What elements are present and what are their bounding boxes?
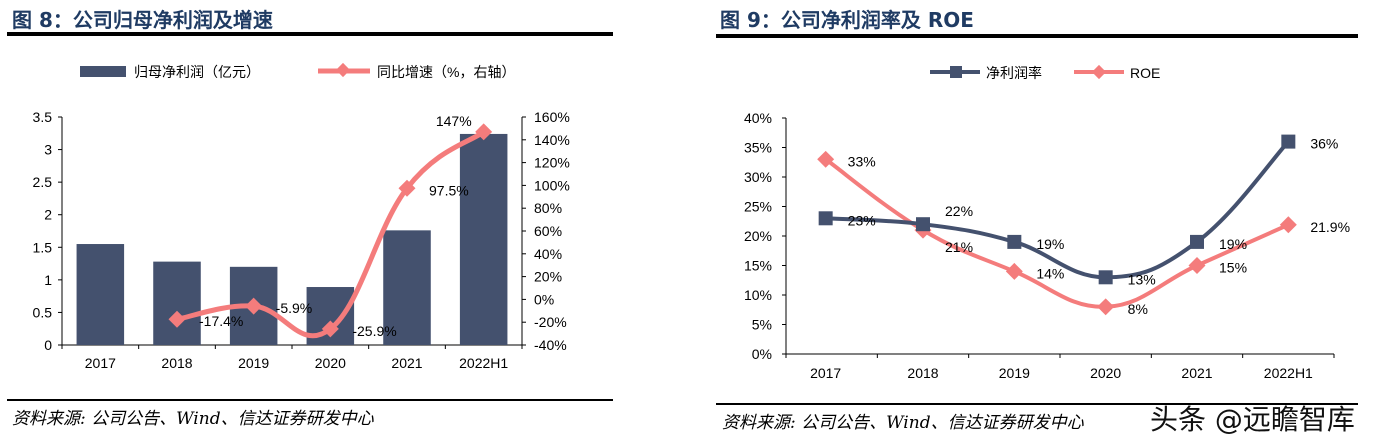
roe-marker-2022H1: [1279, 216, 1297, 234]
roe-marker-2021: [1188, 257, 1206, 274]
x-tick-label: 2018: [907, 365, 938, 381]
net-margin-marker-2017: [818, 211, 833, 226]
growth-data-label: 147%: [436, 113, 472, 129]
x-tick-label: 2019: [999, 365, 1030, 381]
bar-2021: [383, 230, 431, 345]
bar-2017: [76, 244, 125, 345]
growth-line: [176, 129, 486, 339]
legend-bar-swatch: [80, 66, 126, 77]
growth-marker-2018: [168, 310, 186, 328]
title-rule-left: [7, 32, 613, 36]
net-margin-data-label: 23%: [848, 212, 876, 228]
y-tick-label: 20%: [744, 228, 772, 244]
net-margin-data-label: 13%: [1128, 271, 1156, 287]
net-margin-data-label: 22%: [945, 203, 973, 219]
roe-marker-2020: [1097, 298, 1115, 316]
roe-data-label: 33%: [848, 153, 876, 169]
y-tick-label: 25%: [744, 199, 772, 215]
roe-data-label: 21%: [945, 239, 973, 255]
right-tick-label: 120%: [534, 155, 570, 171]
x-tick-label: 2018: [161, 355, 192, 371]
left-tick-label: 2: [44, 207, 52, 223]
right-tick-label: 100%: [534, 177, 570, 193]
chart-8-title: 图 8：公司归母净利润及增速: [12, 8, 273, 32]
growth-marker-2019: [245, 297, 263, 315]
left-tick-label: 3: [44, 142, 52, 158]
right-tick-label: 40%: [534, 246, 562, 262]
right-tick-label: 20%: [534, 269, 562, 285]
x-tick-label: 2021: [1181, 365, 1212, 381]
net-margin-marker-2018: [916, 217, 930, 232]
legend-net-margin-marker: [950, 66, 962, 78]
left-tick-label: 0: [44, 337, 52, 353]
net-margin-data-label: 19%: [1219, 236, 1247, 252]
bar-2022H1: [459, 133, 508, 345]
net-margin-marker-2020: [1098, 270, 1113, 285]
roe-marker-2019: [1005, 262, 1023, 280]
legend-line-label: 同比增速（%，右轴）: [377, 64, 515, 80]
net-margin-marker-2022H1: [1281, 134, 1296, 149]
left-tick-label: 1: [44, 272, 52, 288]
legend-bar-label: 归母净利润（亿元）: [134, 64, 260, 80]
net-margin-marker-2021: [1190, 234, 1204, 249]
net-margin-marker-2019: [1007, 234, 1022, 249]
source-rule-right: [716, 403, 1358, 405]
x-tick-label: 2022H1: [1264, 365, 1313, 381]
x-tick-label: 2019: [238, 355, 269, 371]
legend-net-margin-label: 净利润率: [986, 65, 1042, 81]
x-tick-label: 2020: [315, 355, 346, 371]
y-tick-label: 15%: [744, 258, 772, 274]
chart-9-title: 图 9：公司净利润率及 ROE: [720, 8, 974, 32]
left-tick-label: 0.5: [33, 304, 53, 320]
growth-data-label: 97.5%: [429, 182, 469, 198]
source-rule-left: [7, 399, 613, 401]
growth-marker-2020: [321, 320, 339, 338]
legend-roe-label: ROE: [1130, 65, 1160, 81]
right-tick-label: -40%: [534, 337, 567, 353]
bar-2018: [153, 261, 201, 345]
right-tick-label: 140%: [534, 132, 570, 148]
roe-data-label: 8%: [1128, 301, 1148, 317]
source-left: 资料来源: 公司公告、Wind、信达证券研发中心: [12, 409, 374, 429]
y-tick-label: 10%: [744, 287, 772, 303]
source-right: 资料来源: 公司公告、Wind、信达证券研发中心: [722, 413, 1084, 433]
x-tick-label: 2017: [810, 365, 841, 381]
roe-line: [824, 157, 1290, 309]
growth-data-label: -5.9%: [276, 300, 313, 316]
roe-data-label: 21.9%: [1310, 219, 1350, 235]
roe-data-label: 14%: [1036, 265, 1064, 281]
x-tick-label: 2020: [1090, 365, 1121, 381]
y-tick-label: 5%: [752, 317, 772, 333]
legend-line-marker: [335, 62, 351, 78]
growth-data-label: -17.4%: [199, 313, 243, 329]
growth-marker-2021: [398, 179, 416, 197]
x-tick-label: 2021: [391, 355, 422, 371]
y-tick-label: 0%: [752, 346, 772, 362]
y-tick-label: 30%: [744, 169, 772, 185]
right-tick-label: -20%: [534, 314, 567, 330]
right-tick-label: 0%: [534, 291, 554, 307]
right-tick-label: 60%: [534, 223, 562, 239]
right-tick-label: 80%: [534, 200, 562, 216]
growth-data-label: -25.9%: [352, 323, 396, 339]
left-tick-label: 3.5: [33, 109, 53, 125]
right-tick-label: 160%: [534, 109, 570, 125]
roe-marker-2017: [817, 150, 835, 168]
net-margin-data-label: 19%: [1036, 236, 1064, 252]
legend-roe-marker: [1091, 64, 1107, 80]
y-tick-label: 40%: [744, 110, 772, 126]
left-tick-label: 2.5: [33, 174, 53, 190]
growth-marker-2022H1: [475, 123, 493, 141]
roe-data-label: 15%: [1219, 260, 1247, 276]
y-tick-label: 35%: [744, 140, 772, 156]
x-tick-label: 2022H1: [459, 355, 508, 371]
title-rule-right: [716, 34, 1358, 38]
watermark: 头条 @远瞻智库: [1150, 403, 1355, 436]
x-tick-label: 2017: [85, 355, 116, 371]
left-tick-label: 1.5: [33, 239, 53, 255]
net-margin-data-label: 36%: [1310, 136, 1338, 152]
